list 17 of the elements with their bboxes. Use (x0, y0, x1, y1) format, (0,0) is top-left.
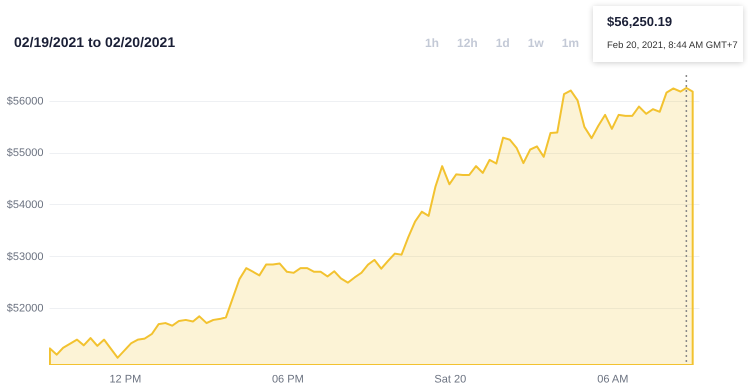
chart-title: 02/19/2021 to 02/20/2021 (14, 34, 176, 50)
x-tick-label: 12 PM (109, 374, 142, 386)
y-tick-label: $53000 (6, 250, 44, 263)
x-tick-label: 06 AM (597, 374, 628, 386)
x-tick-label: Sat 20 (434, 374, 466, 386)
text: 12h (457, 36, 478, 50)
text: $56,250.19 (607, 14, 672, 29)
text: Feb 20, 2021, 8:44 AM GMT+7 (607, 40, 738, 51)
text: 1w (528, 36, 544, 50)
y-tick-label: $54000 (6, 198, 44, 211)
text: 1m (562, 36, 580, 50)
text: 1d (496, 36, 510, 50)
y-tick-label: $56000 (6, 95, 44, 108)
text: 1h (425, 36, 440, 50)
y-tick-label: $55000 (6, 147, 44, 160)
y-tick-label: $52000 (6, 302, 44, 315)
x-tick-label: 06 PM (272, 374, 304, 386)
